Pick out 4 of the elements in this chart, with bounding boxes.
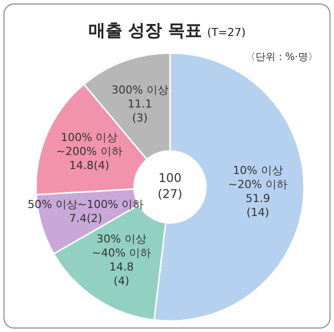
chart-subtitle: (T=27): [207, 26, 246, 39]
text: 〈단위 : %·명〉: [246, 52, 318, 63]
center: 100 (27): [158, 171, 182, 202]
chart-title: 매출 성장 목표: [88, 21, 202, 41]
